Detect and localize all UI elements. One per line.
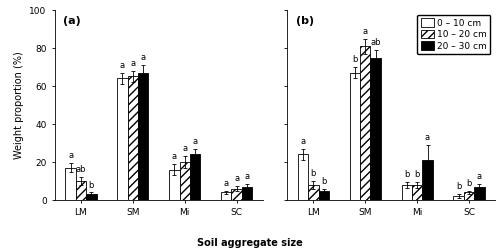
Text: a: a (172, 152, 177, 161)
Bar (402, 185, 412, 200)
Text: a: a (68, 151, 73, 160)
Text: a: a (244, 172, 250, 181)
Bar (454, 196, 464, 200)
Text: b: b (321, 177, 326, 186)
Bar (370, 58, 381, 200)
Text: b: b (310, 169, 316, 178)
Bar (232, 188, 242, 200)
Text: (b): (b) (296, 16, 314, 26)
Text: b: b (466, 179, 471, 188)
Text: b: b (88, 180, 94, 190)
Bar (318, 190, 329, 200)
Text: b: b (352, 55, 358, 64)
Bar (298, 154, 308, 200)
Bar (66, 168, 76, 200)
Bar (242, 187, 252, 200)
Bar (412, 185, 422, 200)
Bar (360, 46, 370, 200)
Bar (76, 181, 86, 200)
Text: a: a (192, 137, 198, 146)
Text: ab: ab (370, 38, 381, 47)
Text: ab: ab (76, 165, 86, 174)
Bar (308, 185, 318, 200)
Text: a: a (234, 174, 239, 183)
Bar (169, 170, 179, 200)
Bar (180, 162, 190, 200)
Text: a: a (362, 27, 368, 36)
Text: a: a (425, 133, 430, 142)
Text: b: b (414, 170, 420, 179)
Text: a: a (182, 144, 188, 154)
Text: a: a (140, 53, 146, 62)
Bar (422, 160, 432, 200)
Y-axis label: Weight proportion (%): Weight proportion (%) (14, 51, 24, 159)
Text: a: a (130, 59, 136, 68)
Text: a: a (224, 179, 229, 188)
Text: a: a (477, 172, 482, 181)
Text: (a): (a) (64, 16, 81, 26)
Text: b: b (456, 182, 462, 192)
Bar (474, 187, 484, 200)
Bar (221, 192, 232, 200)
Bar (138, 73, 148, 200)
Legend: 0 – 10 cm, 10 – 20 cm, 20 – 30 cm: 0 – 10 cm, 10 – 20 cm, 20 – 30 cm (418, 14, 490, 54)
Bar (118, 78, 128, 200)
Bar (350, 73, 360, 200)
Bar (190, 154, 200, 200)
Text: Soil aggregate size: Soil aggregate size (197, 238, 303, 248)
Bar (464, 192, 474, 200)
Text: b: b (404, 170, 409, 179)
Text: a: a (120, 61, 125, 70)
Bar (86, 194, 97, 200)
Text: a: a (300, 137, 306, 146)
Bar (128, 76, 138, 200)
